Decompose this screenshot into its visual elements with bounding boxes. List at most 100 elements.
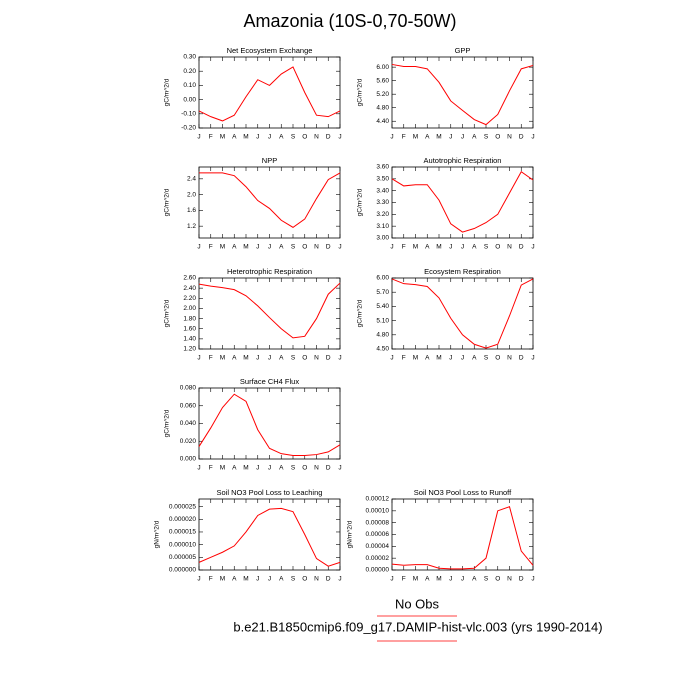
plot-frame (198, 166, 341, 239)
x-tick-label: J (338, 134, 341, 141)
x-tick-label: M (243, 244, 248, 251)
x-tick-label: J (197, 134, 200, 141)
x-tick-label: A (232, 465, 237, 472)
y-axis-label: gC/m^2/d (357, 78, 364, 106)
x-tick-label: A (425, 134, 430, 141)
x-tick-label: A (425, 244, 430, 251)
x-tick-label: J (197, 355, 200, 362)
x-tick-label: J (461, 134, 464, 141)
x-tick-label: F (209, 576, 213, 583)
x-tick-label: M (220, 355, 225, 362)
x-tick-label: A (425, 355, 430, 362)
y-tick-label: 0.000015 (169, 529, 196, 536)
x-tick-label: S (291, 134, 296, 141)
y-tick-label: 0.00 (183, 96, 196, 103)
y-tick-label: 6.00 (376, 64, 389, 71)
x-tick-label: D (326, 355, 331, 362)
y-tick-label: 2.4 (187, 176, 196, 183)
x-tick-label: M (243, 355, 248, 362)
x-tick-label: O (302, 134, 307, 141)
y-tick-label: -0.20 (181, 125, 196, 132)
panel-title: Soil NO3 Pool Loss to Runoff (414, 488, 512, 497)
y-tick-label: 4.50 (376, 346, 389, 353)
x-tick-label: M (220, 134, 225, 141)
y-tick-label: 3.10 (376, 223, 389, 230)
y-tick-label: 0.000020 (169, 516, 196, 523)
x-tick-label: J (268, 355, 271, 362)
x-tick-label: N (314, 355, 319, 362)
x-tick-label: J (256, 134, 259, 141)
y-tick-label: 2.00 (183, 305, 196, 312)
x-tick-label: O (302, 244, 307, 251)
data-line (198, 507, 341, 567)
y-tick-label: 0.040 (180, 420, 197, 427)
x-tick-label: N (507, 576, 512, 583)
plot-frame (391, 277, 534, 350)
x-tick-label: M (243, 465, 248, 472)
y-axis-label: gN/m^2/d (347, 520, 354, 548)
x-tick-label: J (390, 244, 393, 251)
panel-title: NPP (262, 156, 277, 165)
y-tick-label: 3.50 (376, 176, 389, 183)
x-tick-label: J (390, 576, 393, 583)
x-tick-label: J (461, 355, 464, 362)
x-tick-label: A (279, 576, 284, 583)
y-tick-label: 3.60 (376, 164, 389, 171)
y-tick-label: 0.00000 (366, 567, 390, 574)
x-tick-label: J (268, 134, 271, 141)
x-tick-label: F (209, 355, 213, 362)
y-tick-label: 1.80 (183, 315, 196, 322)
x-tick-label: M (413, 244, 418, 251)
x-tick-label: J (531, 355, 534, 362)
x-tick-label: M (220, 244, 225, 251)
x-tick-label: F (402, 134, 406, 141)
data-line (391, 278, 534, 349)
x-tick-label: J (197, 576, 200, 583)
y-tick-label: 0.00012 (366, 496, 390, 503)
plot-frame (198, 56, 341, 129)
x-tick-label: D (519, 244, 524, 251)
x-tick-label: J (338, 355, 341, 362)
x-tick-label: O (495, 244, 500, 251)
y-tick-label: 4.40 (376, 118, 389, 125)
y-tick-label: 2.0 (187, 191, 196, 198)
legend-label: No Obs (395, 596, 440, 611)
x-tick-label: O (495, 576, 500, 583)
x-tick-label: A (232, 355, 237, 362)
x-tick-label: A (232, 134, 237, 141)
x-tick-label: M (436, 355, 441, 362)
x-tick-label: S (484, 576, 489, 583)
y-tick-label: 0.020 (180, 438, 197, 445)
x-tick-label: J (531, 134, 534, 141)
y-tick-label: 0.060 (180, 402, 197, 409)
data-line (391, 506, 534, 570)
x-tick-label: N (507, 134, 512, 141)
y-tick-label: 1.40 (183, 336, 196, 343)
y-tick-label: 3.40 (376, 187, 389, 194)
y-tick-label: 1.2 (187, 223, 196, 230)
y-tick-label: 0.00004 (366, 543, 390, 550)
x-tick-label: A (279, 355, 284, 362)
x-tick-label: N (507, 355, 512, 362)
data-line (198, 66, 341, 122)
data-line (391, 171, 534, 233)
y-tick-label: 1.6 (187, 207, 196, 214)
x-tick-label: F (209, 134, 213, 141)
x-tick-label: J (390, 355, 393, 362)
x-tick-label: F (402, 244, 406, 251)
x-tick-label: A (472, 134, 477, 141)
x-tick-label: A (472, 355, 477, 362)
x-tick-label: S (291, 465, 296, 472)
case-label: b.e21.B1850cmip6.f09_g17.DAMIP-hist-vlc.… (233, 619, 602, 634)
x-tick-label: M (413, 134, 418, 141)
y-tick-label: 4.80 (376, 104, 389, 111)
x-tick-label: J (338, 576, 341, 583)
x-tick-label: M (220, 576, 225, 583)
x-tick-label: A (425, 576, 430, 583)
x-tick-label: J (197, 465, 200, 472)
y-tick-label: 0.00006 (366, 531, 390, 538)
x-tick-label: J (256, 244, 259, 251)
x-tick-label: F (209, 465, 213, 472)
x-tick-label: M (413, 355, 418, 362)
x-tick-label: S (291, 244, 296, 251)
